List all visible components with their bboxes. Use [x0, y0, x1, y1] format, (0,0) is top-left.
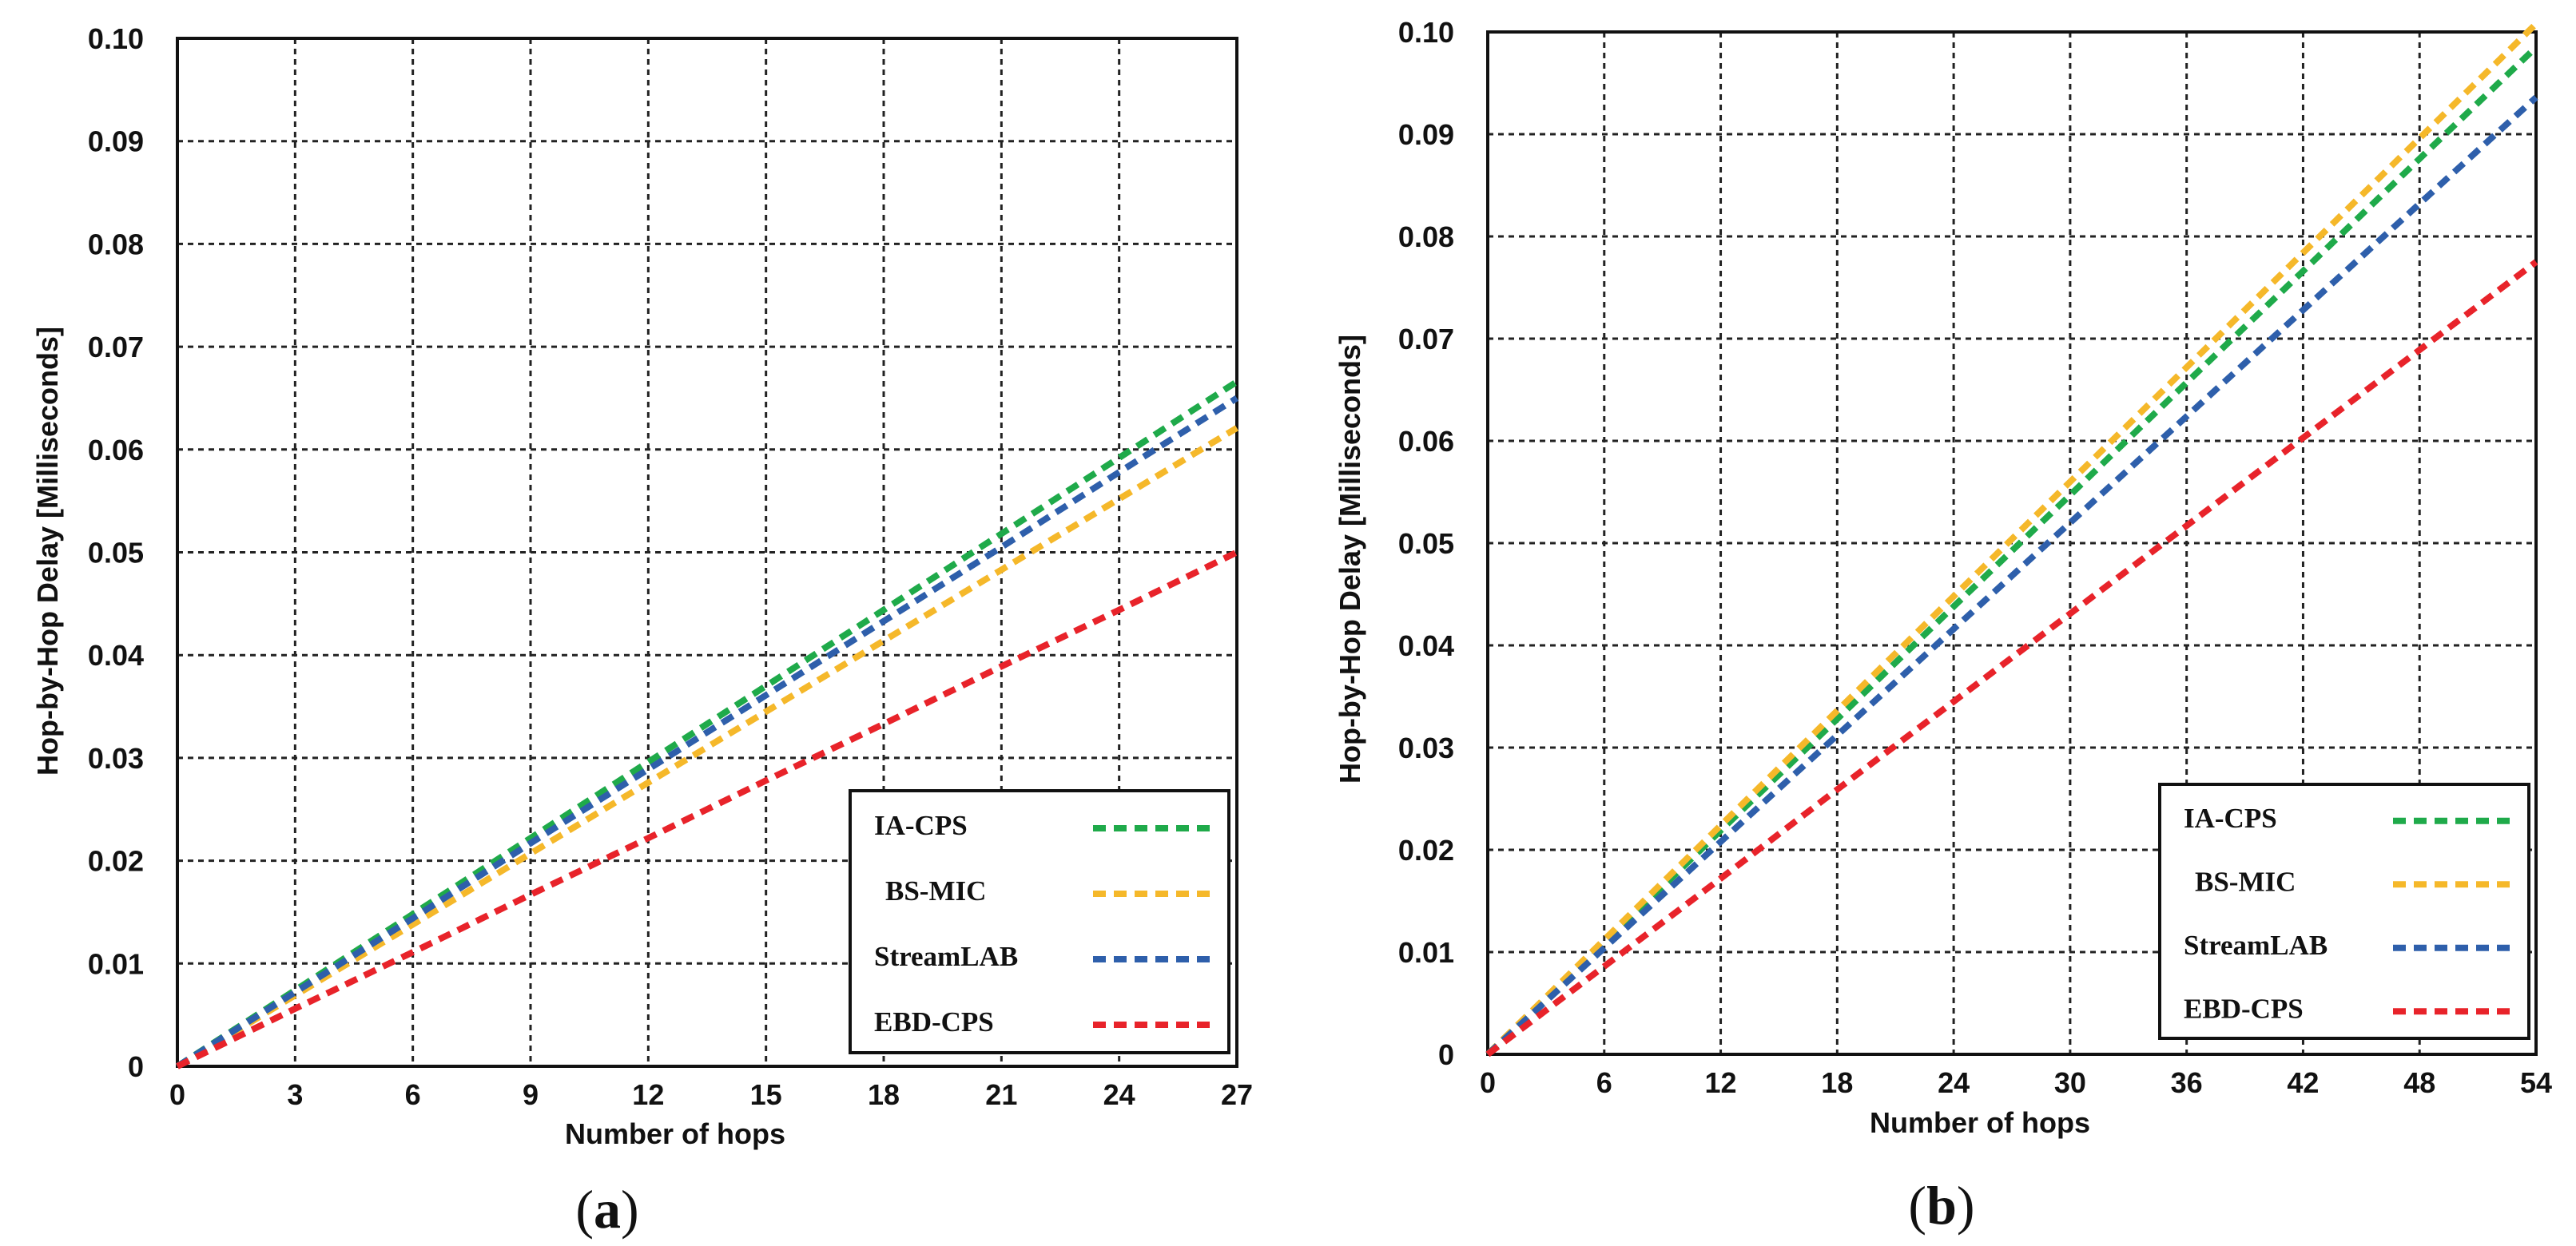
legend-label: StreamLAB [2184, 930, 2328, 961]
panel-caption: (a) [575, 1179, 638, 1240]
series-line-bs-mic [1485, 21, 2538, 1057]
x-axis-label: Number of hops [1870, 1106, 2090, 1139]
x-tick-label: 27 [1221, 1078, 1253, 1111]
y-tick-label: 0 [1438, 1038, 1454, 1071]
legend-box [2158, 783, 2530, 1040]
y-tick-label: 0.02 [1398, 834, 1454, 867]
x-tick-label: 54 [2520, 1066, 2552, 1099]
x-tick-label: 12 [632, 1078, 664, 1111]
y-tick-label: 0.01 [88, 947, 144, 980]
x-tick-label: 6 [1596, 1066, 1612, 1099]
x-tick-label: 21 [985, 1078, 1017, 1111]
legend-label: EBD-CPS [2184, 993, 2304, 1024]
x-tick-label: 12 [1705, 1066, 1737, 1099]
x-tick-label: 42 [2287, 1066, 2319, 1099]
legend-label: BS-MIC [885, 875, 986, 907]
x-tick-label: 15 [750, 1078, 782, 1111]
legend-label: StreamLAB [874, 941, 1018, 972]
y-tick-label: 0.05 [88, 537, 144, 569]
chart-panel-b: 0 6 12 18 24 30 36 42 48 54 0 0.01 0.02 0.03 0.04 0.05 0… [1334, 16, 2552, 1236]
plot-frame [176, 37, 1238, 1068]
legend-box [849, 789, 1230, 1054]
y-tick-label: 0.01 [1398, 936, 1454, 969]
x-tick-label: 0 [1480, 1066, 1496, 1099]
y-tick-label: 0.03 [88, 742, 144, 775]
y-tick-label: 0.03 [1398, 732, 1454, 764]
y-tick-label: 0.09 [1398, 118, 1454, 151]
x-tick-label: 48 [2403, 1066, 2435, 1099]
x-tick-label: 18 [868, 1078, 900, 1111]
series-line-ia-cps [1485, 45, 2538, 1057]
y-tick-label: 0.02 [88, 845, 144, 878]
chart-panel-a: 0 3 6 9 12 15 18 21 24 27 0 0.01 0.02 0.03 0.04 0.05 0.0… [31, 22, 1253, 1240]
y-tick-label: 0.04 [88, 639, 144, 672]
y-tick-label: 0.08 [1398, 220, 1454, 253]
legend-label: IA-CPS [2184, 803, 2277, 834]
x-tick-label: 0 [169, 1078, 185, 1111]
panel-caption: (b) [1908, 1175, 1974, 1236]
legend: IA-CPS BS-MIC StreamLAB EBD-CPS [849, 789, 1230, 1054]
y-axis-label: Hop-by-Hop Delay [Milliseconds] [31, 327, 64, 776]
y-tick-label: 0.04 [1398, 629, 1454, 662]
y-tick-label: 0.07 [88, 331, 144, 363]
plot-frame [1486, 30, 2538, 1056]
y-tick-label: 0.10 [1398, 16, 1454, 49]
panel-letter: a [594, 1179, 621, 1240]
y-tick-label: 0.07 [1398, 323, 1454, 355]
x-tick-label: 30 [2054, 1066, 2086, 1099]
y-tick-label: 0.09 [88, 125, 144, 158]
series-line-ebd-cps [1485, 259, 2538, 1058]
x-tick-label: 9 [523, 1078, 539, 1111]
x-tick-label: 18 [1821, 1066, 1853, 1099]
x-tick-label: 36 [2171, 1066, 2203, 1099]
panel-letter: b [1926, 1175, 1957, 1236]
y-tick-label: 0.05 [1398, 527, 1454, 560]
legend-label: EBD-CPS [874, 1006, 994, 1038]
series-line-streamlab [175, 395, 1239, 1069]
x-tick-label: 3 [287, 1078, 303, 1111]
series-line-ebd-cps [176, 549, 1238, 1069]
y-axis-label: Hop-by-Hop Delay [Milliseconds] [1334, 335, 1366, 784]
series-line-streamlab [1485, 94, 2538, 1057]
legend-label: BS-MIC [2195, 866, 2296, 897]
legend: IA-CPS BS-MIC StreamLAB EBD-CPS [2158, 783, 2530, 1040]
x-tick-label: 24 [1938, 1066, 1970, 1099]
y-tick-label: 0.06 [1398, 425, 1454, 458]
x-tick-label: 6 [405, 1078, 421, 1111]
y-tick-label: 0.10 [88, 22, 144, 55]
x-tick-label: 24 [1103, 1078, 1135, 1111]
x-axis-label: Number of hops [565, 1117, 785, 1150]
legend-label: IA-CPS [874, 810, 968, 841]
y-tick-label: 0.06 [88, 434, 144, 466]
y-tick-label: 0.08 [88, 228, 144, 260]
y-tick-label: 0 [128, 1050, 144, 1083]
